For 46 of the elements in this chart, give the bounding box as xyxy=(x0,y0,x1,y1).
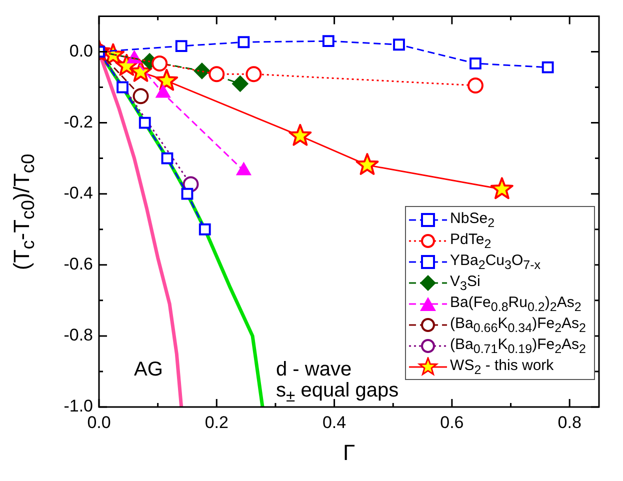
point xyxy=(116,81,128,94)
point xyxy=(236,162,251,176)
point xyxy=(132,88,149,104)
point xyxy=(138,116,151,129)
x-tick-label: 0.8 xyxy=(558,412,582,432)
point xyxy=(161,152,174,164)
point xyxy=(238,36,250,48)
legend-label: PdTe$_{2}$ xyxy=(450,230,492,250)
point xyxy=(156,85,170,98)
legend-label: V$_{3}$Si xyxy=(450,272,480,292)
point xyxy=(129,60,152,82)
annotation: AG xyxy=(134,358,163,382)
point xyxy=(175,40,188,52)
point xyxy=(470,58,482,70)
x-tick-label: 0.2 xyxy=(204,412,228,432)
annotation: s$_{±}$ equal gaps xyxy=(276,380,399,406)
point xyxy=(288,124,312,146)
point xyxy=(155,68,178,91)
legend-label: NbSe$_{2}$ xyxy=(450,210,495,230)
legend-label: WS$_{2}$ - this work xyxy=(450,356,554,376)
annotation: d - wave xyxy=(276,358,352,382)
x-axis-title: Γ xyxy=(342,440,356,466)
point xyxy=(152,55,168,72)
point xyxy=(490,177,514,200)
point xyxy=(356,153,379,175)
legend-label: YBa$_{2}$Cu$_{3}$O$_{7-x}$ xyxy=(450,252,541,272)
point xyxy=(181,188,194,200)
x-tick-label: 0.6 xyxy=(440,412,464,432)
point xyxy=(208,66,225,82)
y-tick-label: -0.6 xyxy=(64,254,93,274)
legend-label: Ba(Fe$_{0.8}$Ru$_{0.2}$)$_{2}$As$_{2}$ xyxy=(450,294,582,314)
y-tick-label: 0.0 xyxy=(69,41,93,60)
point xyxy=(393,38,405,51)
y-tick-label: -0.2 xyxy=(64,112,93,132)
point xyxy=(232,76,248,92)
y-tick-label: -0.4 xyxy=(64,184,93,203)
x-tick-label: 0.4 xyxy=(322,412,346,432)
legend-label: (Ba$_{0.66}$K$_{0.34}$)Fe$_{2}$As$_{2}$ xyxy=(450,314,586,334)
y-tick-label: -0.8 xyxy=(64,326,93,345)
point xyxy=(194,62,210,79)
point xyxy=(198,223,211,236)
point xyxy=(322,35,334,48)
point xyxy=(467,77,484,94)
legend-label: (Ba$_{0.71}$K$_{0.19}$)Fe$_{2}$As$_{2}$ xyxy=(450,336,586,356)
point xyxy=(246,66,262,82)
point xyxy=(542,61,554,74)
